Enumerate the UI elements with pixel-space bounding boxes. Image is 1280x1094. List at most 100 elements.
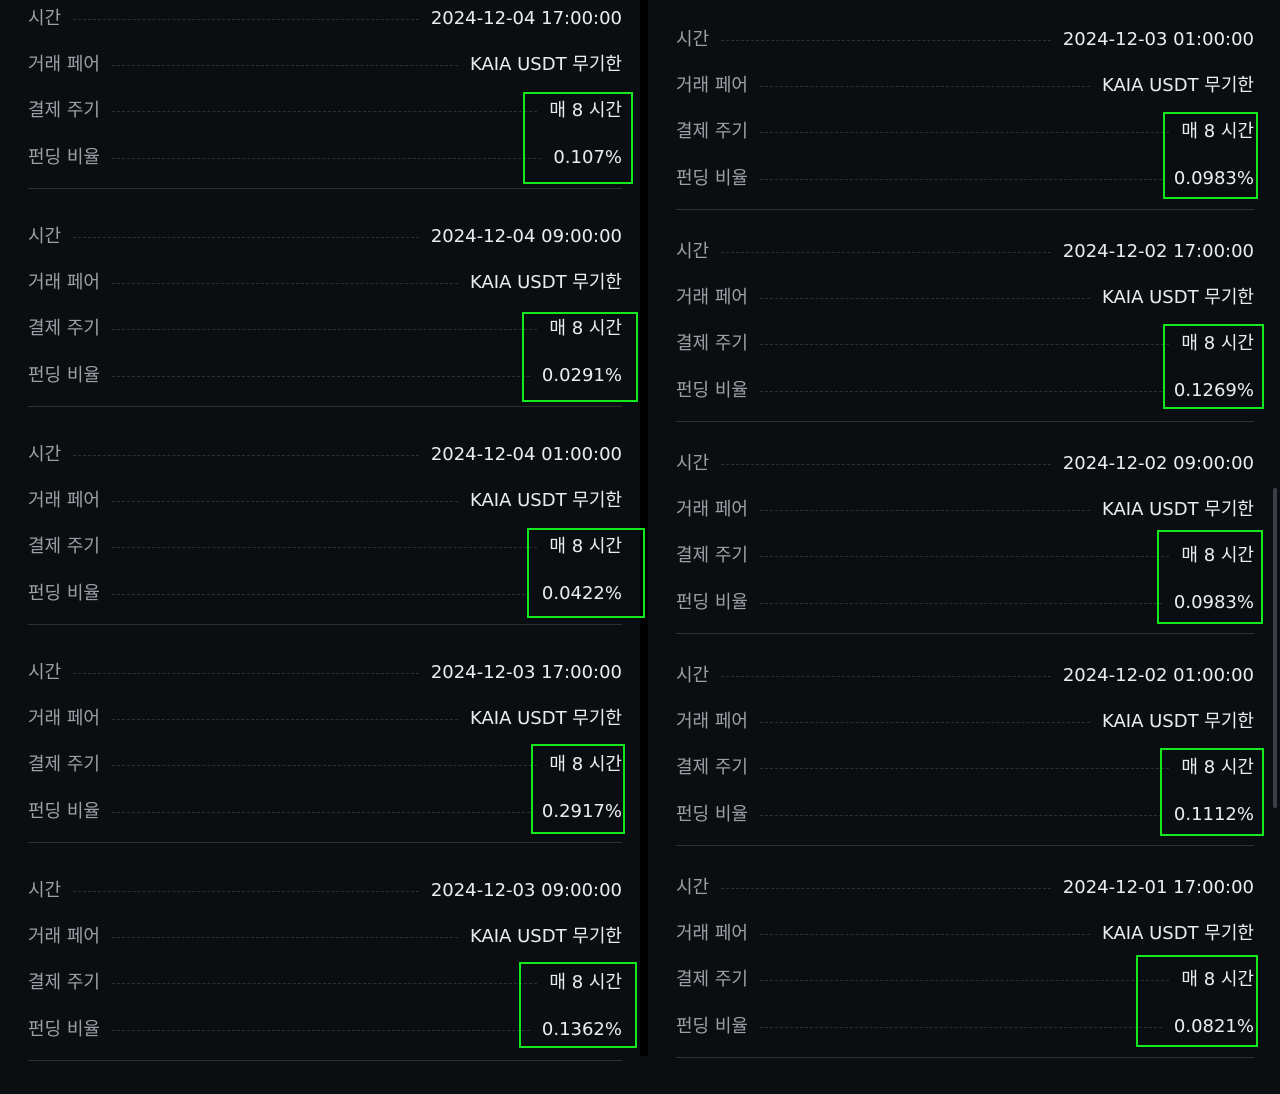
time-label: 시간 <box>676 453 710 474</box>
settlement-cycle-value: 매 8 시간 <box>1181 545 1254 566</box>
leader-dots <box>759 815 1162 816</box>
trading-pair-label: 거래 페어 <box>28 926 100 947</box>
trading-pair-value: KAIA USDT 무기한 <box>469 54 622 75</box>
funding-rate-label: 펀딩 비율 <box>28 147 100 168</box>
settlement-cycle-row: 결제 주기 매 8 시간 <box>0 968 640 998</box>
record-divider <box>28 188 622 189</box>
funding-record[interactable]: 시간 2024-12-03 17:00:00 거래 페어 KAIA USDT 무기한 결… <box>0 658 640 876</box>
leader-dots <box>111 376 530 377</box>
trading-pair-value: KAIA USDT 무기한 <box>1101 711 1254 732</box>
settlement-cycle-label: 결제 주기 <box>28 972 100 993</box>
leader-dots <box>111 158 542 159</box>
scrollbar-thumb[interactable] <box>1273 488 1277 808</box>
funding-record[interactable]: 시간 2024-12-03 09:00:00 거래 페어 KAIA USDT 무기한 결… <box>0 876 640 1094</box>
leader-dots <box>759 934 1090 935</box>
settlement-cycle-value: 매 8 시간 <box>1181 333 1254 354</box>
record-divider <box>28 842 622 843</box>
leader-dots <box>759 768 1170 769</box>
funding-rate-label: 펀딩 비율 <box>676 1016 748 1037</box>
leader-dots <box>111 501 458 502</box>
settlement-cycle-label: 결제 주기 <box>28 754 100 775</box>
leader-dots <box>759 980 1170 981</box>
time-label: 시간 <box>676 29 710 50</box>
leader-dots <box>759 510 1090 511</box>
time-row: 시간 2024-12-02 09:00:00 <box>648 449 1280 479</box>
leader-dots <box>111 65 458 66</box>
leader-dots <box>73 455 419 456</box>
funding-rate-label: 펀딩 비율 <box>676 804 748 825</box>
funding-rate-row: 펀딩 비율 0.0983% <box>648 164 1280 194</box>
record-divider <box>28 624 622 625</box>
leader-dots <box>73 891 419 892</box>
funding-rate-value: 0.0983% <box>1173 592 1254 613</box>
funding-rate-value: 0.0291% <box>541 365 622 386</box>
leader-dots <box>111 719 458 720</box>
leader-dots <box>721 464 1051 465</box>
time-label: 시간 <box>676 877 710 898</box>
funding-rate-row: 펀딩 비율 0.1362% <box>0 1015 640 1045</box>
time-row: 시간 2024-12-04 17:00:00 <box>0 4 640 34</box>
settlement-cycle-row: 결제 주기 매 8 시간 <box>0 750 640 780</box>
leader-dots <box>759 132 1170 133</box>
funding-record[interactable]: 시간 2024-12-02 01:00:00 거래 페어 KAIA USDT 무기한 결… <box>648 661 1280 879</box>
funding-record[interactable]: 시간 2024-12-02 17:00:00 거래 페어 KAIA USDT 무기한 결… <box>648 237 1280 455</box>
funding-rate-value: 0.2917% <box>541 801 622 822</box>
funding-rate-row: 펀딩 비율 0.0291% <box>0 361 640 391</box>
column-gutter <box>640 0 648 1056</box>
time-value: 2024-12-04 17:00:00 <box>430 8 622 29</box>
settlement-cycle-value: 매 8 시간 <box>549 536 622 557</box>
time-value: 2024-12-02 09:00:00 <box>1062 453 1254 474</box>
settlement-cycle-label: 결제 주기 <box>28 100 100 121</box>
trading-pair-value: KAIA USDT 무기한 <box>1101 75 1254 96</box>
trading-pair-label: 거래 페어 <box>28 272 100 293</box>
funding-rate-row: 펀딩 비율 0.0422% <box>0 579 640 609</box>
settlement-cycle-label: 결제 주기 <box>676 545 748 566</box>
time-value: 2024-12-03 01:00:00 <box>1062 29 1254 50</box>
trading-pair-value: KAIA USDT 무기한 <box>1101 287 1254 308</box>
funding-record[interactable]: 시간 2024-12-04 17:00:00 거래 페어 KAIA USDT 무기한 결… <box>0 4 640 222</box>
funding-rate-row: 펀딩 비율 0.0983% <box>648 588 1280 618</box>
record-divider <box>28 406 622 407</box>
funding-rate-value: 0.107% <box>553 147 622 168</box>
settlement-cycle-label: 결제 주기 <box>28 318 100 339</box>
funding-record[interactable]: 시간 2024-12-01 17:00:00 거래 페어 KAIA USDT 무기한 결… <box>648 873 1280 1091</box>
settlement-cycle-label: 결제 주기 <box>676 969 748 990</box>
settlement-cycle-row: 결제 주기 매 8 시간 <box>648 117 1280 147</box>
leader-dots <box>759 722 1090 723</box>
record-divider <box>676 845 1254 846</box>
funding-record[interactable]: 시간 2024-12-02 09:00:00 거래 페어 KAIA USDT 무기한 결… <box>648 449 1280 667</box>
record-divider <box>28 1060 622 1061</box>
time-row: 시간 2024-12-03 01:00:00 <box>648 25 1280 55</box>
trading-pair-row: 거래 페어 KAIA USDT 무기한 <box>0 704 640 734</box>
trading-pair-label: 거래 페어 <box>28 708 100 729</box>
funding-rate-label: 펀딩 비율 <box>28 1019 100 1040</box>
leader-dots <box>111 937 458 938</box>
leader-dots <box>111 983 538 984</box>
time-value: 2024-12-04 01:00:00 <box>430 444 622 465</box>
funding-rate-row: 펀딩 비율 0.0821% <box>648 1012 1280 1042</box>
time-label: 시간 <box>28 8 62 29</box>
leader-dots <box>111 111 538 112</box>
funding-rate-value: 0.1269% <box>1173 380 1254 401</box>
trading-pair-label: 거래 페어 <box>676 287 748 308</box>
trading-pair-label: 거래 페어 <box>676 75 748 96</box>
leader-dots <box>73 237 419 238</box>
funding-rate-label: 펀딩 비율 <box>676 380 748 401</box>
time-row: 시간 2024-12-03 09:00:00 <box>0 876 640 906</box>
funding-record[interactable]: 시간 2024-12-04 01:00:00 거래 페어 KAIA USDT 무기한 결… <box>0 440 640 658</box>
funding-rate-value: 0.0422% <box>541 583 622 604</box>
record-divider <box>676 421 1254 422</box>
time-row: 시간 2024-12-04 09:00:00 <box>0 222 640 252</box>
time-value: 2024-12-02 17:00:00 <box>1062 241 1254 262</box>
leader-dots <box>111 594 530 595</box>
settlement-cycle-value: 매 8 시간 <box>1181 757 1254 778</box>
settlement-cycle-row: 결제 주기 매 8 시간 <box>0 96 640 126</box>
trading-pair-label: 거래 페어 <box>676 499 748 520</box>
funding-rate-label: 펀딩 비율 <box>28 583 100 604</box>
trading-pair-row: 거래 페어 KAIA USDT 무기한 <box>0 268 640 298</box>
settlement-cycle-value: 매 8 시간 <box>549 100 622 121</box>
trading-pair-row: 거래 페어 KAIA USDT 무기한 <box>0 486 640 516</box>
settlement-cycle-label: 결제 주기 <box>676 121 748 142</box>
